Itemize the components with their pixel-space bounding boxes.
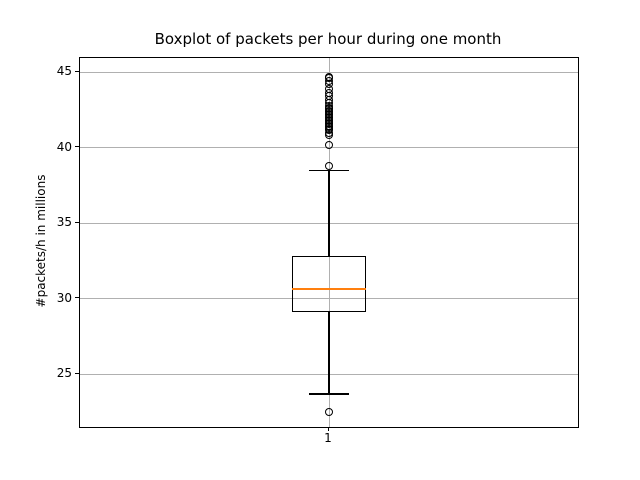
- y-tick-mark: [75, 146, 79, 148]
- y-tick-mark: [75, 70, 79, 72]
- median-line: [291, 287, 366, 290]
- y-tick-label: 40: [56, 139, 72, 154]
- y-tick-mark: [75, 297, 79, 299]
- upper-whisker: [328, 170, 330, 257]
- y-tick-label: 35: [56, 215, 72, 230]
- chart-title: Boxplot of packets per hour during one m…: [154, 30, 502, 48]
- outlier-point: [325, 72, 333, 81]
- x-tick-mark: [327, 427, 329, 431]
- upper-whisker-cap: [309, 169, 349, 172]
- lower-whisker: [328, 312, 330, 394]
- y-tick-mark: [75, 221, 79, 223]
- y-tick-label: 30: [56, 290, 72, 305]
- outlier-point: [325, 407, 333, 416]
- x-tick-label: 1: [324, 431, 332, 445]
- lower-whisker-cap: [309, 393, 349, 395]
- outlier-point: [325, 161, 333, 170]
- y-tick-label: 45: [56, 64, 72, 79]
- y-tick-mark: [75, 372, 79, 374]
- box: [291, 256, 366, 313]
- outlier-point: [325, 140, 333, 149]
- y-tick-label: 25: [56, 366, 72, 381]
- plot-area: [79, 57, 579, 428]
- y-axis-label: #packets/h in millions: [34, 174, 48, 308]
